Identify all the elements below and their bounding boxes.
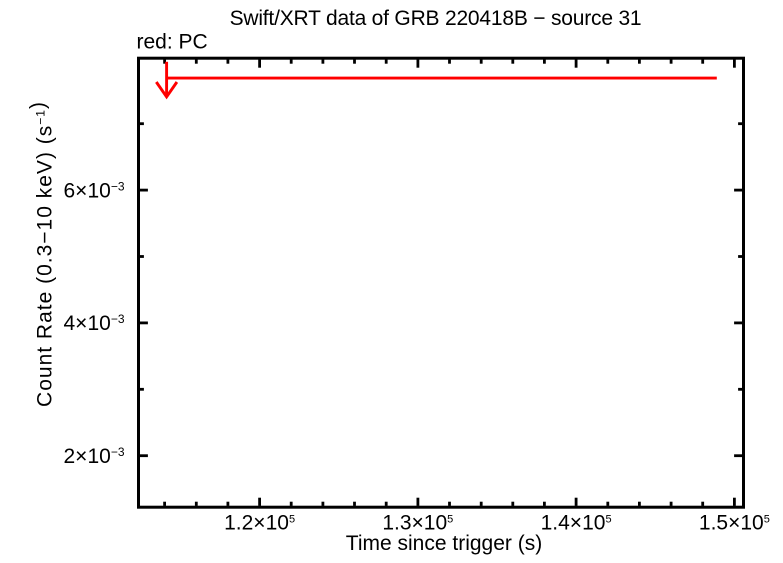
svg-text:1.3×105: 1.3×105: [382, 511, 453, 534]
svg-text:red: PC: red: PC: [137, 31, 208, 54]
svg-text:6×10−3: 6×10−3: [64, 179, 125, 202]
svg-text:1.5×105: 1.5×105: [699, 511, 770, 534]
svg-text:2×10−3: 2×10−3: [64, 445, 125, 468]
svg-text:1.2×105: 1.2×105: [224, 511, 295, 534]
svg-text:4×10−3: 4×10−3: [64, 312, 125, 335]
svg-text:1.4×105: 1.4×105: [541, 511, 612, 534]
svg-text:Swift/XRT data of GRB 220418B: Swift/XRT data of GRB 220418B − source 3…: [230, 7, 642, 30]
svg-text:Time since trigger (s): Time since trigger (s): [346, 532, 542, 555]
